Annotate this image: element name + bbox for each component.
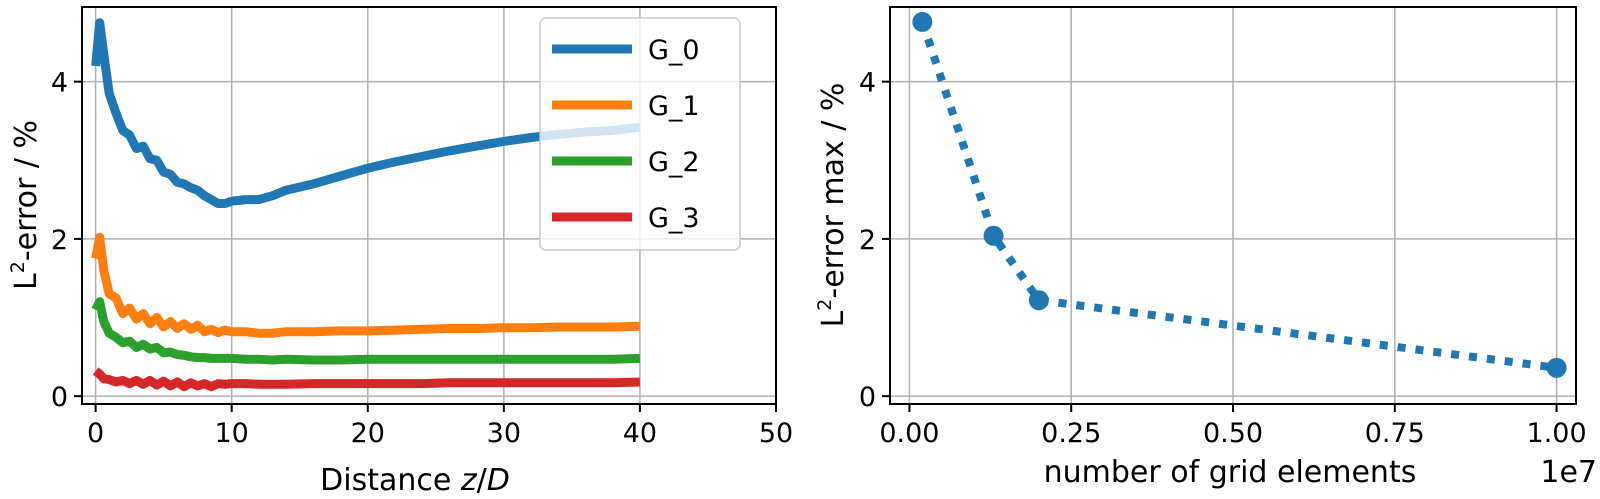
series-line-g-3	[92, 367, 641, 392]
x-tick-label: 0.75	[1365, 418, 1425, 449]
x-tick-label: 0.00	[879, 418, 939, 449]
y-tick-label: 0	[859, 382, 876, 413]
right-x-axis-label: number of grid elements	[1044, 455, 1417, 490]
x-tick-label: 20	[351, 418, 385, 449]
x-tick-label: 30	[487, 418, 521, 449]
data-point	[1546, 357, 1567, 378]
y-tick-label: 4	[859, 68, 876, 99]
legend: G_0 G_1 G_2 G_3	[539, 17, 741, 251]
data-point	[983, 225, 1004, 246]
x-tick-label: 0.50	[1203, 418, 1263, 449]
x-tick-label: 40	[623, 418, 657, 449]
x-tick-label: 10	[215, 418, 249, 449]
y-tick-label: 4	[51, 68, 68, 99]
left-y-axis-label: L2-error / %	[7, 120, 44, 290]
right-chart: 0.00 0.25 0.50 0.75 1.00 0 2 4 L2-error max / %…	[814, 6, 1597, 490]
legend-label: G_1	[648, 91, 700, 122]
x-tick-label: 1.00	[1527, 418, 1587, 449]
data-point	[1028, 290, 1049, 311]
right-y-axis-label: L2-error max / %	[814, 83, 851, 328]
left-axes-frame	[81, 6, 777, 405]
left-x-axis-label: Distance z/D	[320, 463, 510, 498]
legend-label: G_3	[648, 203, 700, 234]
legend-label: G_2	[648, 147, 700, 178]
series-line-g-0	[91, 18, 641, 208]
right-x-offset-label: 1e7	[1540, 455, 1597, 490]
x-tick-label: 0.25	[1041, 418, 1101, 449]
x-tick-label: 0	[87, 418, 104, 449]
y-tick-label: 0	[51, 382, 68, 413]
legend-box	[539, 17, 741, 251]
series-line-0	[918, 20, 1558, 372]
left-chart: 0 10 20 30 40 50 0 2 4 L2-error / % Distance z/D…	[7, 6, 793, 498]
series-line-g-2	[91, 297, 641, 365]
legend-label: G_0	[648, 35, 700, 66]
series-line-g-1	[91, 232, 641, 338]
y-tick-label: 2	[51, 225, 68, 256]
data-point	[912, 11, 933, 32]
x-tick-label: 50	[759, 418, 793, 449]
y-tick-label: 2	[859, 225, 876, 256]
